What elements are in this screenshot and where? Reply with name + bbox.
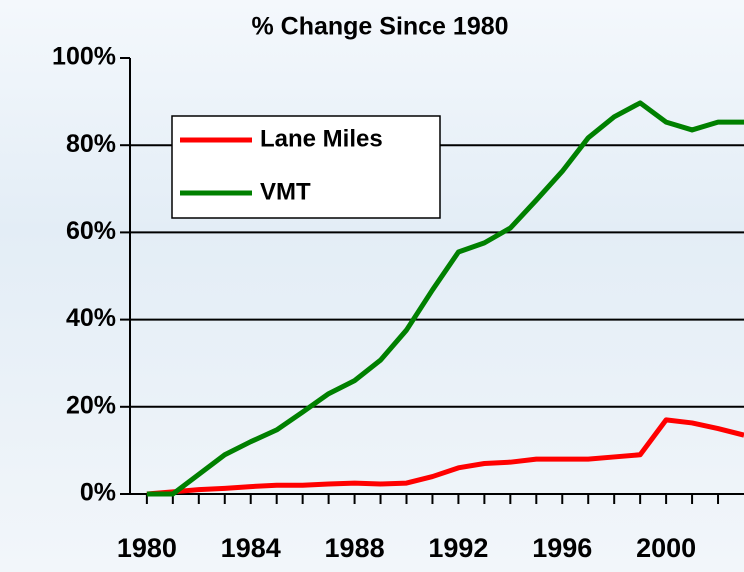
- y-tick-label: 0%: [80, 479, 116, 507]
- y-tick-label: 80%: [66, 130, 116, 158]
- series-line: [146, 100, 744, 497]
- x-tick-label: 2000: [636, 533, 696, 563]
- y-tick-label: 100%: [52, 43, 116, 71]
- x-tick-label: 1984: [221, 533, 281, 563]
- x-tick-label: 1980: [117, 533, 177, 563]
- y-tick-label: 20%: [66, 391, 116, 419]
- chart-title: % Change Since 1980: [251, 13, 508, 41]
- series-line: [146, 417, 744, 497]
- y-tick-label: 60%: [66, 217, 116, 245]
- x-tick-label: 1996: [532, 533, 592, 563]
- legend-label: VMT: [260, 178, 311, 205]
- legend-box: [171, 115, 441, 219]
- legend-label: Lane Miles: [260, 125, 383, 152]
- x-tick-label: 1992: [428, 533, 488, 563]
- y-tick-label: 40%: [66, 304, 116, 332]
- x-tick-label: 1988: [325, 533, 385, 563]
